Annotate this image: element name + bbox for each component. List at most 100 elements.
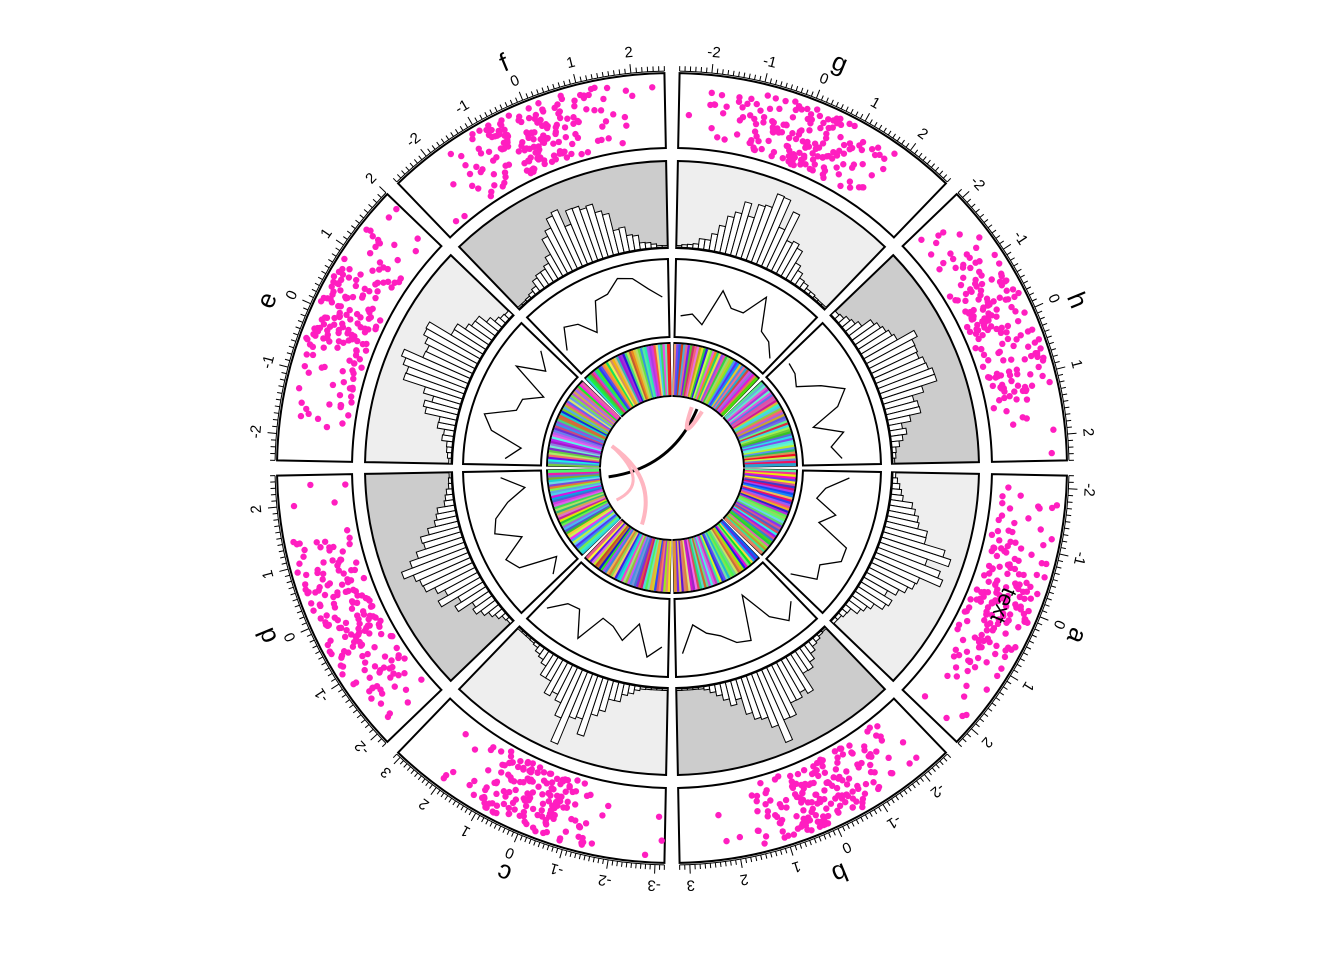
colored-segment <box>700 354 725 402</box>
colored-segment <box>710 362 741 408</box>
axis-tick <box>279 378 285 381</box>
colored-segment <box>683 345 696 397</box>
data-point <box>776 800 784 808</box>
axis-tick <box>1059 553 1069 557</box>
data-point <box>952 664 960 671</box>
data-point <box>323 612 330 619</box>
colored-segment <box>687 347 703 398</box>
data-point <box>988 276 995 283</box>
axis-tick <box>372 198 378 203</box>
axis-tick <box>359 214 364 219</box>
colored-segment <box>734 503 780 533</box>
axis-tick <box>1063 400 1069 402</box>
axis-tick <box>284 574 290 578</box>
data-point <box>957 281 965 289</box>
data-point <box>345 649 352 656</box>
axis-tick <box>413 159 418 164</box>
data-point <box>349 367 356 374</box>
data-point <box>481 795 488 802</box>
axis-tick <box>962 191 970 198</box>
data-point <box>502 162 509 169</box>
data-point <box>789 130 796 137</box>
axis-tick <box>518 91 524 101</box>
data-point <box>571 801 579 808</box>
colored-segment <box>548 471 600 478</box>
axis-tick <box>456 803 460 808</box>
lines-track-cell <box>525 258 671 376</box>
colored-segment <box>657 344 666 396</box>
data-point <box>330 273 338 280</box>
axis-tick <box>369 728 374 734</box>
data-point <box>1004 335 1012 343</box>
axis-tick <box>542 843 545 849</box>
data-point <box>321 538 329 545</box>
sector-label: e <box>250 288 283 313</box>
data-point <box>874 144 882 151</box>
data-point <box>369 267 376 274</box>
data-point <box>317 615 324 622</box>
data-point <box>326 580 334 587</box>
colored-segment <box>603 362 634 408</box>
data-point <box>477 150 485 157</box>
axis-tick <box>760 854 763 860</box>
colored-segment <box>744 471 796 478</box>
colored-segment <box>624 352 647 401</box>
axis-tick <box>995 235 1001 239</box>
axis-tick <box>935 764 940 769</box>
data-point <box>977 598 985 605</box>
data-point <box>319 576 326 583</box>
colored-segment <box>552 433 603 450</box>
data-point <box>335 302 342 310</box>
data-point <box>525 114 533 122</box>
colored-segment <box>720 375 757 416</box>
data-point <box>950 653 958 660</box>
data-point <box>297 412 305 420</box>
axis-tick <box>396 174 402 179</box>
data-point <box>952 646 960 653</box>
histogram-bar <box>644 241 652 250</box>
data-point <box>450 181 457 188</box>
axis-tick <box>346 230 352 235</box>
data-point <box>814 153 821 160</box>
colored-segment <box>742 437 793 453</box>
colored-segment <box>737 413 785 439</box>
axis-tick <box>425 781 430 787</box>
colored-segment <box>565 401 611 432</box>
data-point <box>384 265 391 273</box>
colored-segment <box>655 540 665 592</box>
axis-tick <box>288 586 294 590</box>
axis-tick <box>815 89 821 99</box>
colored-segment <box>644 346 658 398</box>
data-point <box>345 274 353 281</box>
data-point <box>1015 585 1022 593</box>
data-point <box>764 808 772 815</box>
axis-tick <box>321 270 327 275</box>
axis-tick <box>730 860 732 866</box>
data-point <box>998 512 1006 519</box>
sector-label: a <box>1061 624 1094 649</box>
colored-segment <box>554 490 604 510</box>
axis-tick <box>431 145 436 150</box>
data-point <box>1004 592 1012 600</box>
axis-tick <box>859 113 864 119</box>
data-point <box>718 91 726 99</box>
data-point <box>974 327 982 334</box>
data-point <box>553 775 561 783</box>
axis-tick <box>1057 373 1064 377</box>
data-point <box>368 695 375 702</box>
data-point <box>530 136 537 143</box>
axis-tick <box>1020 274 1025 278</box>
colored-segment <box>557 495 606 518</box>
colored-segment <box>744 462 796 468</box>
axis-tick-label: -2 <box>597 871 613 890</box>
data-point <box>528 766 535 773</box>
axis-tick <box>1046 597 1052 601</box>
axis-tick <box>738 71 740 77</box>
data-point <box>974 321 981 329</box>
data-point <box>552 156 560 163</box>
data-point <box>1035 363 1042 371</box>
data-point <box>1040 541 1047 549</box>
colored-segment <box>716 523 752 566</box>
data-point <box>997 384 1004 391</box>
axis-tick <box>341 694 347 698</box>
